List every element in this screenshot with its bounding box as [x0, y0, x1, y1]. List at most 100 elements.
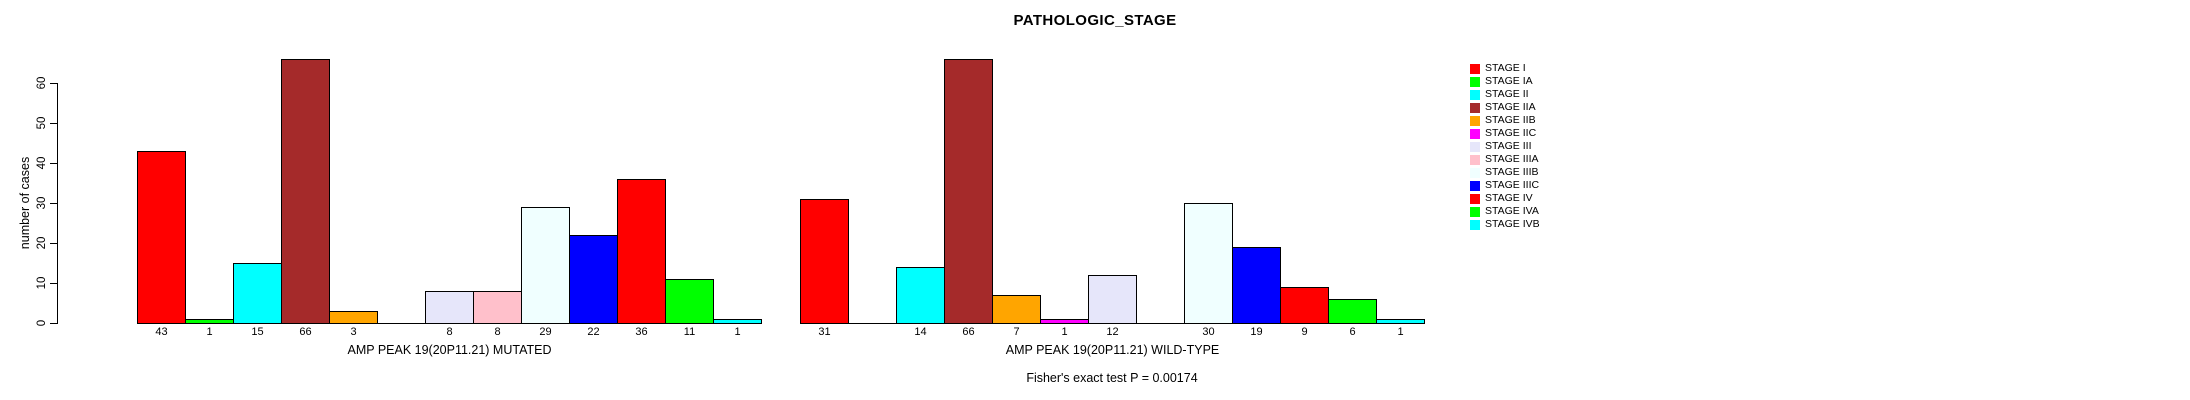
legend-item-stage-iib: STAGE IIB	[1470, 114, 1540, 127]
bar-stage-iiib	[1184, 203, 1233, 324]
bar-stage-iiic	[1232, 247, 1281, 324]
bar-stage-iic	[1040, 319, 1089, 324]
legend-swatch-icon	[1470, 128, 1480, 139]
y-axis-tick-label: 10	[36, 276, 48, 290]
y-axis-tick	[50, 123, 57, 124]
legend-item-stage-ia: STAGE IA	[1470, 75, 1540, 88]
bar-value-label: 1	[206, 326, 213, 338]
x-axis-title: AMP PEAK 19(20P11.21) MUTATED	[347, 343, 552, 357]
y-axis-tick-label: 40	[36, 156, 48, 170]
bar-value-label: 30	[1202, 326, 1215, 338]
legend-label: STAGE II	[1485, 88, 1529, 100]
bar-value-label: 8	[494, 326, 501, 338]
legend-swatch-icon	[1470, 154, 1480, 165]
bar-stage-ivb	[1376, 319, 1425, 324]
x-axis-title: AMP PEAK 19(20P11.21) WILD-TYPE	[1005, 343, 1220, 357]
bar-stage-ii	[233, 263, 282, 324]
y-axis-tick-label: 50	[36, 116, 48, 130]
y-axis-tick	[50, 203, 57, 204]
legend-item-stage-ivb: STAGE IVB	[1470, 218, 1540, 231]
bar-stage-iia	[281, 59, 330, 324]
legend-label: STAGE IIIC	[1485, 179, 1540, 191]
legend-swatch-icon	[1470, 89, 1480, 100]
legend-item-stage-iia: STAGE IIA	[1470, 101, 1540, 114]
bar-value-label: 29	[539, 326, 552, 338]
legend-item-stage-iiib: STAGE IIIB	[1470, 166, 1540, 179]
y-axis-label: number of cases	[18, 156, 32, 250]
y-axis-tick-label: 20	[36, 236, 48, 250]
legend-item-stage-iva: STAGE IVA	[1470, 205, 1540, 218]
legend-swatch-icon	[1470, 206, 1480, 217]
legend-item-stage-iiic: STAGE IIIC	[1470, 179, 1540, 192]
bar-stage-iib	[992, 295, 1041, 324]
y-axis-tick	[50, 243, 57, 244]
legend-item-stage-ii: STAGE II	[1470, 88, 1540, 101]
bar-stage-iii	[1088, 275, 1137, 324]
bar-stage-iiib	[521, 207, 570, 324]
legend-item-stage-iv: STAGE IV	[1470, 192, 1540, 205]
y-axis-tick	[50, 323, 57, 324]
legend-label: STAGE IIIB	[1485, 166, 1539, 178]
bar-stage-iiia	[473, 291, 522, 324]
legend-swatch-icon	[1470, 141, 1480, 152]
legend-label: STAGE IIA	[1485, 101, 1536, 113]
legend-item-stage-iii: STAGE III	[1470, 140, 1540, 153]
legend-item-stage-iic: STAGE IIC	[1470, 127, 1540, 140]
bar-value-label: 19	[1250, 326, 1263, 338]
bar-value-label: 15	[251, 326, 264, 338]
bar-stage-i	[137, 151, 186, 324]
legend-label: STAGE I	[1485, 62, 1526, 74]
bar-stage-ivb	[713, 319, 762, 324]
bar-value-label: 66	[962, 326, 975, 338]
bar-value-label: 8	[446, 326, 453, 338]
bar-value-label: 43	[155, 326, 168, 338]
bar-value-label: 3	[350, 326, 357, 338]
legend-swatch-icon	[1470, 76, 1480, 87]
legend-label: STAGE IA	[1485, 75, 1533, 87]
bar-stage-iva	[665, 279, 714, 324]
bar-stage-iia	[944, 59, 993, 324]
bar-stage-i	[800, 199, 849, 324]
legend-label: STAGE IVA	[1485, 205, 1539, 217]
bar-value-label: 14	[914, 326, 927, 338]
legend-label: STAGE IIIA	[1485, 153, 1539, 165]
bar-stage-iiic	[569, 235, 618, 324]
legend-swatch-icon	[1470, 193, 1480, 204]
legend-label: STAGE IIB	[1485, 114, 1536, 126]
legend-swatch-icon	[1470, 167, 1480, 178]
legend-swatch-icon	[1470, 219, 1480, 230]
legend-swatch-icon	[1470, 115, 1480, 126]
fisher-test-annotation: Fisher's exact test P = 0.00174	[1026, 371, 1198, 385]
legend-item-stage-iiia: STAGE IIIA	[1470, 153, 1540, 166]
bar-value-label: 36	[635, 326, 648, 338]
bar-stage-iva	[1328, 299, 1377, 324]
y-axis-tick	[50, 163, 57, 164]
legend-label: STAGE III	[1485, 140, 1532, 152]
legend-swatch-icon	[1470, 180, 1480, 191]
bar-value-label: 31	[818, 326, 831, 338]
bar-value-label: 9	[1301, 326, 1308, 338]
bar-value-label: 66	[299, 326, 312, 338]
bar-value-label: 22	[587, 326, 600, 338]
bar-value-label: 7	[1013, 326, 1020, 338]
legend-swatch-icon	[1470, 63, 1480, 74]
bar-stage-ii	[896, 267, 945, 324]
bar-value-label: 11	[683, 326, 696, 338]
y-axis-tick-label: 60	[36, 76, 48, 90]
y-axis-line	[57, 83, 58, 324]
chart-title: PATHOLOGIC_STAGE	[1013, 12, 1177, 29]
bar-value-label: 6	[1349, 326, 1356, 338]
bar-value-label: 1	[734, 326, 741, 338]
bar-value-label: 12	[1106, 326, 1119, 338]
bar-stage-iv	[617, 179, 666, 324]
bar-value-label: 1	[1397, 326, 1404, 338]
bar-stage-iib	[329, 311, 378, 324]
legend: STAGE I STAGE IA STAGE II STAGE IIA STAGE II…	[1470, 62, 1540, 231]
legend-swatch-icon	[1470, 102, 1480, 113]
y-axis-tick	[50, 83, 57, 84]
legend-label: STAGE IV	[1485, 192, 1533, 204]
bar-value-label: 1	[1061, 326, 1068, 338]
legend-label: STAGE IVB	[1485, 218, 1540, 230]
legend-label: STAGE IIC	[1485, 127, 1537, 139]
